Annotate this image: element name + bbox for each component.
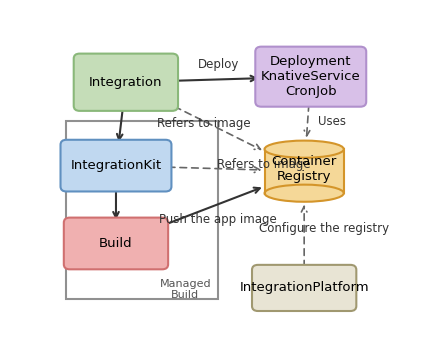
Text: Managed
Build: Managed Build xyxy=(159,279,211,300)
FancyBboxPatch shape xyxy=(252,265,356,311)
Text: Build: Build xyxy=(99,237,133,250)
FancyBboxPatch shape xyxy=(60,140,171,191)
Text: IntegrationKit: IntegrationKit xyxy=(70,159,161,172)
Text: Refers to image: Refers to image xyxy=(217,158,310,171)
Text: Container
Registry: Container Registry xyxy=(271,155,337,183)
FancyBboxPatch shape xyxy=(64,218,168,269)
Text: IntegrationPlatform: IntegrationPlatform xyxy=(239,282,369,295)
Bar xyxy=(265,149,344,193)
Text: Uses: Uses xyxy=(318,115,346,128)
Text: Configure the registry: Configure the registry xyxy=(259,222,389,235)
Text: Deploy: Deploy xyxy=(198,58,239,71)
FancyBboxPatch shape xyxy=(74,53,178,111)
Bar xyxy=(66,121,219,299)
Ellipse shape xyxy=(265,184,344,202)
Ellipse shape xyxy=(265,140,344,158)
Text: Deployment
KnativeService
CronJob: Deployment KnativeService CronJob xyxy=(261,55,361,98)
Text: Integration: Integration xyxy=(89,76,163,89)
FancyBboxPatch shape xyxy=(255,47,366,107)
Text: Push the app image: Push the app image xyxy=(159,213,277,226)
Text: Refers to image: Refers to image xyxy=(157,117,250,130)
